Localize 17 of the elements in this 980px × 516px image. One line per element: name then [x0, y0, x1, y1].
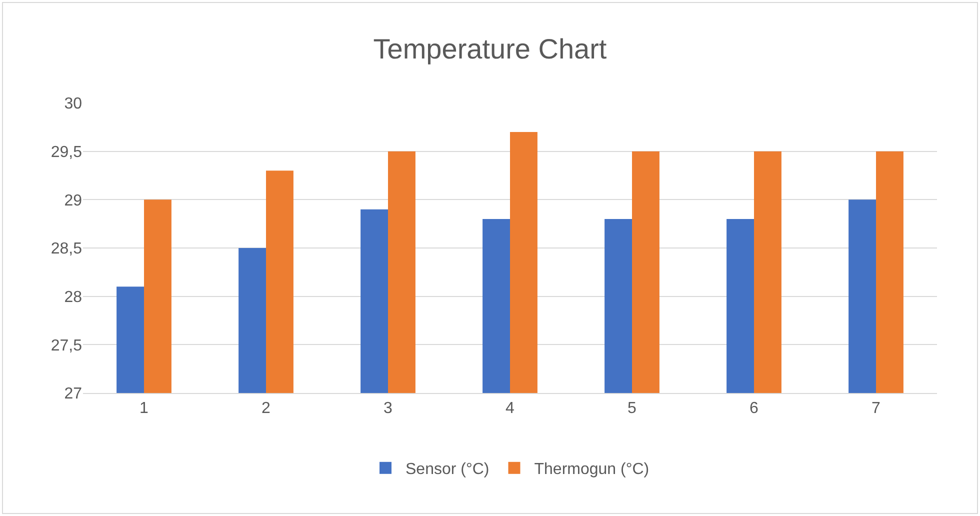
y-tick-label: 29 — [64, 192, 82, 210]
legend-label: Thermogun (°C) — [534, 461, 650, 478]
x-tick-label: 7 — [872, 400, 881, 418]
y-tick-label: 28 — [64, 288, 82, 306]
x-tick-label: 6 — [750, 400, 759, 418]
y-tick-label: 28,5 — [50, 240, 82, 258]
x-tick-label: 2 — [262, 400, 271, 418]
y-tick-label: 27 — [64, 386, 82, 403]
legend-label: Sensor (°C) — [406, 461, 490, 478]
y-tick-label: 29,5 — [50, 144, 82, 161]
x-tick-label: 3 — [384, 400, 393, 418]
y-tick-label: 30 — [64, 96, 82, 113]
x-tick-label: 5 — [628, 400, 637, 418]
chart-title: Temperature Chart — [373, 33, 607, 64]
x-tick-label: 1 — [140, 400, 149, 418]
y-tick-label: 27,5 — [50, 337, 82, 354]
x-tick-label: 4 — [506, 400, 515, 418]
